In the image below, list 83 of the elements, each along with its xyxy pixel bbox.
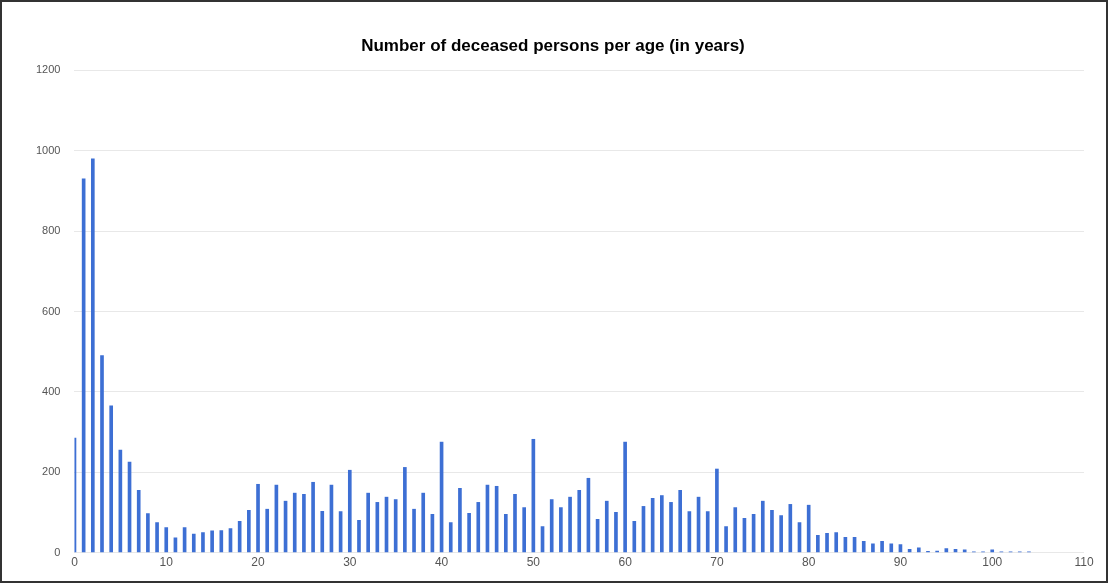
x-tick-label: 90 [893, 555, 908, 570]
bar [568, 496, 572, 553]
bar [191, 533, 196, 553]
bar [990, 549, 995, 553]
bar [669, 502, 673, 553]
bar [513, 494, 517, 553]
bar [467, 512, 471, 553]
bar [861, 541, 866, 553]
bar [448, 522, 453, 553]
y-tick-label: 1200 [35, 63, 61, 76]
bar [247, 510, 251, 553]
bar [403, 467, 407, 553]
bar [522, 507, 526, 553]
bar [357, 520, 361, 553]
y-tick-label: 400 [42, 384, 61, 397]
bar [632, 520, 637, 553]
bar [347, 469, 352, 553]
bar [412, 508, 416, 553]
bar [962, 549, 967, 553]
x-tick-label: 80 [801, 555, 816, 570]
bar [705, 511, 710, 553]
y-tick-label: 200 [42, 465, 61, 478]
bar [476, 502, 481, 553]
bar [788, 504, 793, 553]
bar [155, 522, 159, 553]
bar [421, 492, 426, 553]
x-tick-label: 40 [434, 555, 449, 570]
bar [164, 527, 169, 553]
bar [146, 513, 150, 553]
bar [715, 468, 719, 553]
x-tick-label: 60 [618, 555, 633, 570]
bar [210, 530, 214, 553]
bar [760, 500, 765, 553]
x-tick-label: 110 [1074, 555, 1094, 570]
y-tick-label: 0 [54, 545, 61, 558]
bar [311, 481, 315, 553]
bar [256, 483, 260, 553]
bar [366, 492, 370, 553]
x-tick-label: 0 [71, 555, 79, 570]
x-tick-label: 70 [710, 555, 724, 570]
bar [614, 512, 618, 553]
bar [871, 543, 875, 553]
bar [91, 158, 95, 553]
y-tick-label: 1000 [35, 143, 61, 156]
chart-title: Number of deceased persons per age (in years) [361, 35, 745, 55]
bar [100, 355, 104, 553]
y-tick-label: 800 [42, 224, 61, 237]
bar [623, 441, 627, 553]
bar [678, 489, 683, 553]
bar [834, 532, 839, 553]
x-tick-label: 10 [159, 555, 174, 570]
bar [219, 530, 224, 553]
bar [660, 495, 664, 553]
bar [559, 507, 563, 553]
bar [292, 492, 297, 553]
bar [320, 510, 325, 553]
bar [136, 489, 141, 553]
bar [604, 500, 609, 553]
bar [733, 507, 738, 553]
bar [916, 547, 921, 553]
bar [724, 526, 728, 553]
bar [816, 534, 820, 553]
x-tick-label: 50 [526, 555, 541, 570]
bar [549, 499, 554, 553]
bar [265, 508, 270, 553]
bar [458, 487, 462, 553]
x-tick-label: 20 [251, 555, 266, 570]
bar [393, 499, 398, 553]
bar [770, 510, 774, 553]
x-tick-label: 30 [343, 555, 357, 570]
bar [503, 514, 508, 553]
x-tick-label: 100 [982, 555, 1003, 570]
bar [880, 541, 884, 553]
bar [201, 532, 205, 553]
bar [806, 504, 811, 553]
bar [825, 532, 829, 553]
bar [302, 494, 306, 553]
y-tick-label: 600 [42, 304, 61, 317]
bar [577, 489, 582, 553]
bar [779, 515, 783, 553]
bar [375, 502, 380, 553]
bar [889, 543, 894, 553]
bar [109, 405, 114, 553]
